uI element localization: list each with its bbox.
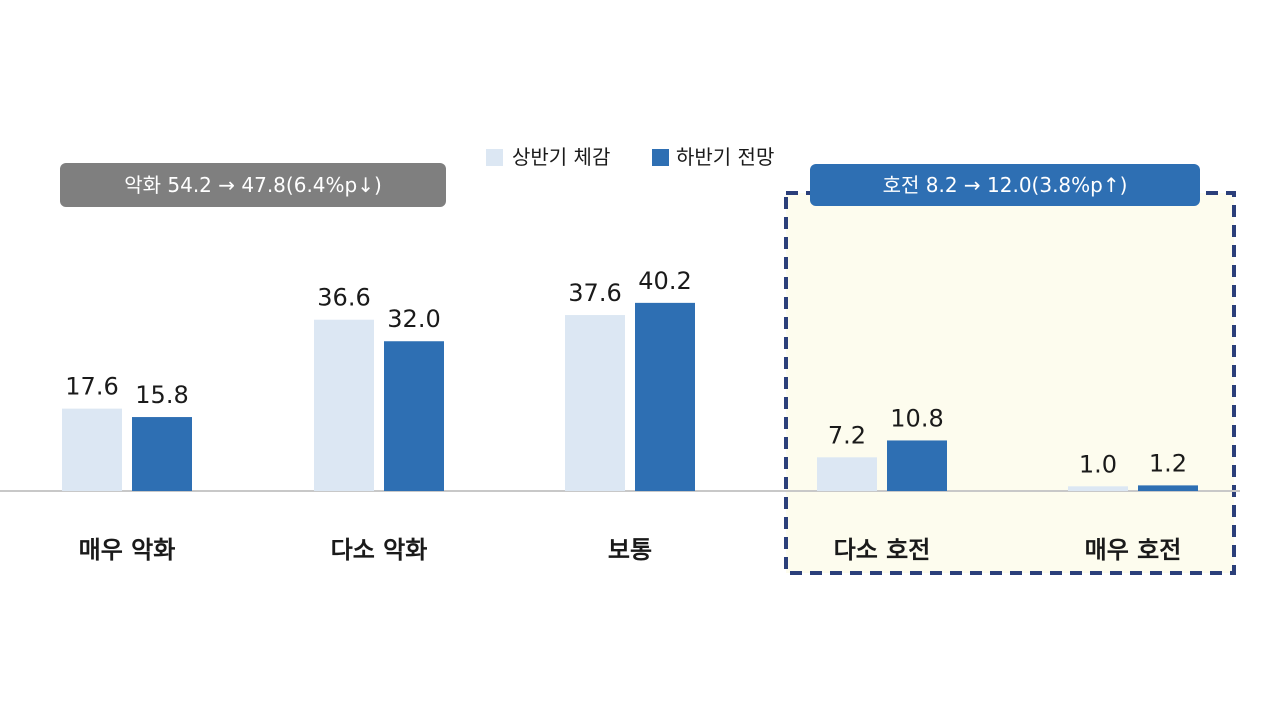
legend-label-second-half: 하반기 전망 [676,145,774,169]
highlight-region [784,191,1236,575]
value-label-second-half-3: 10.8 [890,404,943,432]
worsening-annotation: 악화 54.2 → 47.8(6.4%p↓) [60,163,446,207]
bar-first-half-4 [1068,486,1128,491]
legend-swatch-first-half [486,149,503,166]
bar-first-half-0 [62,408,122,491]
legend-label-first-half: 상반기 체감 [512,145,610,169]
value-label-first-half-2: 37.6 [568,279,621,307]
bar-first-half-1 [314,319,374,491]
bar-second-half-1 [384,341,444,491]
legend: 상반기 체감 하반기 전망 [486,145,774,169]
value-label-first-half-1: 36.6 [317,284,370,312]
category-label-2: 보통 [608,536,652,564]
bar-first-half-3 [817,457,877,491]
category-label-1: 다소 악화 [331,536,428,564]
value-label-first-half-4: 1.0 [1079,450,1117,478]
category-label-3: 다소 호전 [834,536,931,564]
value-label-first-half-0: 17.6 [65,373,118,401]
bar-second-half-3 [887,440,947,491]
value-label-second-half-1: 32.0 [387,305,440,333]
worsening-badge-text: 악화 54.2 → 47.8(6.4%p↓) [124,173,382,197]
value-label-second-half-4: 1.2 [1149,449,1187,477]
bar-second-half-2 [635,302,695,491]
value-label-second-half-2: 40.2 [638,267,691,295]
improvement-badge-text: 호전 8.2 → 12.0(3.8%p↑) [883,173,1128,197]
worsening-badge [60,163,446,207]
bar-second-half-4 [1138,485,1198,491]
category-label-4: 매우 호전 [1085,536,1182,564]
legend-swatch-second-half [652,149,669,166]
category-label-0: 매우 악화 [79,536,176,564]
bar-first-half-2 [565,315,625,491]
bar-second-half-0 [132,417,192,491]
plot-area: 17.6 15.8 매우 악화 36.6 32.0 다소 악화 37.6 40.2 보통 7.2 1… [0,267,1240,564]
value-label-first-half-3: 7.2 [828,421,866,449]
value-label-second-half-0: 15.8 [135,381,188,409]
improvement-annotation: 호전 8.2 → 12.0(3.8%p↑) [810,164,1200,206]
improvement-badge [810,164,1200,206]
